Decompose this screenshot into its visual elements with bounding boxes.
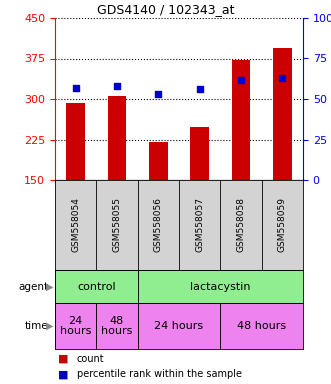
Text: 24 hours: 24 hours — [155, 321, 204, 331]
Text: ■: ■ — [58, 354, 69, 364]
Text: GSM558054: GSM558054 — [71, 197, 80, 252]
Bar — [220, 303, 303, 349]
Text: 48
hours: 48 hours — [101, 316, 133, 336]
Point — [156, 91, 161, 97]
Point — [238, 76, 244, 83]
Text: GSM558058: GSM558058 — [237, 197, 246, 253]
Text: percentile rank within the sample: percentile rank within the sample — [76, 369, 242, 379]
Bar — [96, 303, 138, 349]
Point — [280, 75, 285, 81]
Text: agent: agent — [18, 281, 48, 291]
Bar — [138, 270, 303, 303]
Bar — [190, 127, 209, 180]
Point — [114, 83, 119, 89]
Bar — [55, 270, 138, 303]
Text: GSM558055: GSM558055 — [113, 197, 121, 253]
Bar — [232, 60, 250, 180]
Bar — [108, 96, 126, 180]
Text: lactacystin: lactacystin — [190, 281, 251, 291]
Bar — [67, 103, 85, 180]
Bar — [149, 142, 167, 180]
Text: GDS4140 / 102343_at: GDS4140 / 102343_at — [97, 3, 234, 16]
Text: 24
hours: 24 hours — [60, 316, 91, 336]
Text: ▶: ▶ — [46, 321, 53, 331]
Text: time: time — [25, 321, 48, 331]
Bar — [138, 303, 220, 349]
Point — [73, 84, 78, 91]
Text: GSM558056: GSM558056 — [154, 197, 163, 253]
Text: GSM558057: GSM558057 — [195, 197, 204, 253]
Point — [197, 86, 202, 92]
Text: 48 hours: 48 hours — [237, 321, 286, 331]
Bar — [273, 48, 292, 180]
Text: GSM558059: GSM558059 — [278, 197, 287, 253]
Bar — [55, 303, 96, 349]
Text: control: control — [77, 281, 116, 291]
Text: ■: ■ — [58, 369, 69, 379]
Text: count: count — [76, 354, 104, 364]
Text: ▶: ▶ — [46, 281, 53, 291]
